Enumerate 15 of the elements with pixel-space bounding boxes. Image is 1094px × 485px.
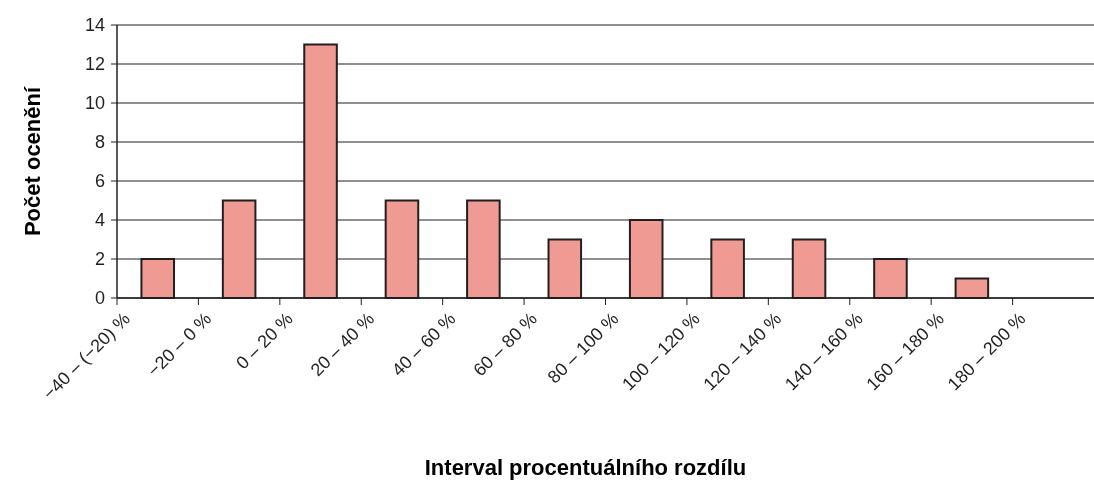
y-tick-label: 4 <box>94 210 105 231</box>
x-tick-label: 60 – 80 % <box>469 308 541 381</box>
y-tick-label: 6 <box>94 171 105 192</box>
x-axis-title: Interval procentuálního rozdílu <box>424 455 747 480</box>
y-tick-label: 2 <box>94 249 105 270</box>
x-tick-label: 20 – 40 % <box>306 308 379 381</box>
y-tick-label: 10 <box>84 93 105 114</box>
x-tick-label: 0 – 20 % <box>232 308 297 374</box>
y-tick-label: 8 <box>94 132 105 153</box>
y-tick-label: 14 <box>84 15 105 36</box>
x-tick-label: 40 – 60 % <box>388 308 460 381</box>
x-tick-label: −20 – 0 % <box>143 308 216 381</box>
y-tick-label: 0 <box>94 288 105 309</box>
y-axis-title: Počet ocenění <box>20 86 45 237</box>
y-tick-label: 12 <box>84 54 105 75</box>
